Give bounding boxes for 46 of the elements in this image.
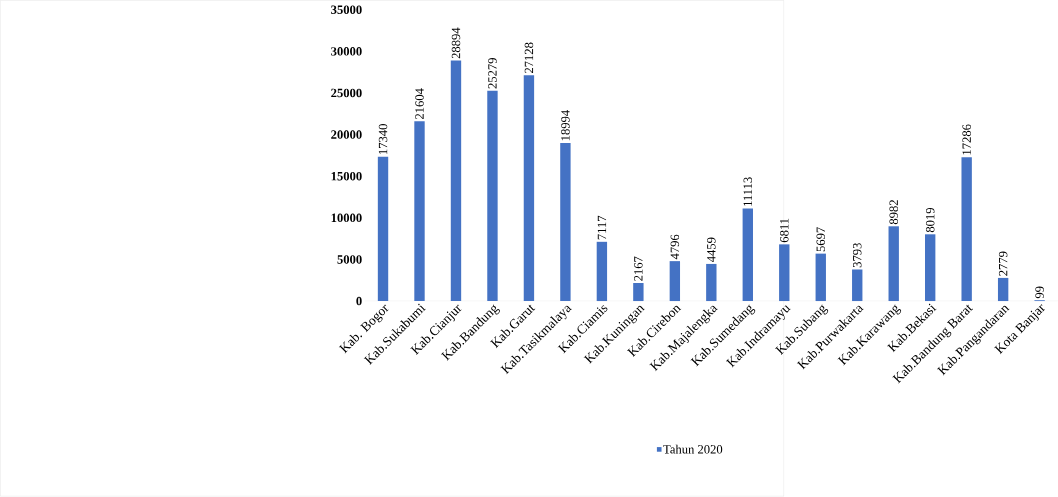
data-label: 28894: [451, 27, 461, 59]
bar: [596, 241, 608, 302]
data-label: 4459: [707, 237, 716, 263]
y-tick-label: 5000: [337, 255, 362, 264]
data-label: 21604: [415, 88, 424, 120]
y-tick-label: 10000: [331, 213, 362, 223]
bar: [633, 283, 644, 302]
bar: [414, 121, 425, 302]
y-tick-label: 30000: [331, 47, 362, 56]
data-label: 27128: [524, 42, 534, 74]
bar: [377, 156, 389, 302]
data-label: 17286: [962, 124, 971, 155]
data-label: 3793: [853, 243, 862, 268]
data-label: 8982: [889, 200, 898, 225]
bar: [815, 253, 826, 302]
data-label: 5697: [816, 227, 825, 252]
data-label: 8019: [925, 208, 935, 233]
bar: [669, 261, 681, 302]
bar: [925, 234, 936, 302]
data-label: 4796: [670, 234, 680, 260]
y-tick-label: 25000: [331, 88, 362, 98]
bar: [742, 208, 753, 302]
bar: [706, 264, 717, 302]
data-label: 7117: [597, 215, 607, 240]
bar: [487, 90, 498, 302]
y-tick-label: 0: [356, 296, 362, 306]
bar: [560, 143, 571, 302]
legend-label: Tahun 2020: [663, 444, 723, 454]
y-tick-label: 35000: [331, 5, 362, 15]
data-label: 99: [1035, 286, 1044, 299]
y-tick-label: 15000: [331, 172, 362, 181]
y-tick-label: 20000: [331, 130, 362, 140]
data-label: 2779: [998, 251, 1008, 276]
bar: [888, 226, 899, 302]
data-label: 17340: [378, 124, 388, 155]
data-label: 18994: [561, 110, 570, 141]
data-label: 2167: [634, 256, 643, 281]
bar: [852, 269, 863, 302]
bar: [961, 157, 972, 302]
bar: [523, 75, 535, 302]
data-label: 25279: [488, 58, 497, 89]
bar: [450, 60, 462, 302]
data-label: 6811: [780, 218, 789, 243]
bar: [779, 244, 790, 302]
bar: [997, 278, 1009, 302]
data-label: 11113: [743, 177, 753, 206]
